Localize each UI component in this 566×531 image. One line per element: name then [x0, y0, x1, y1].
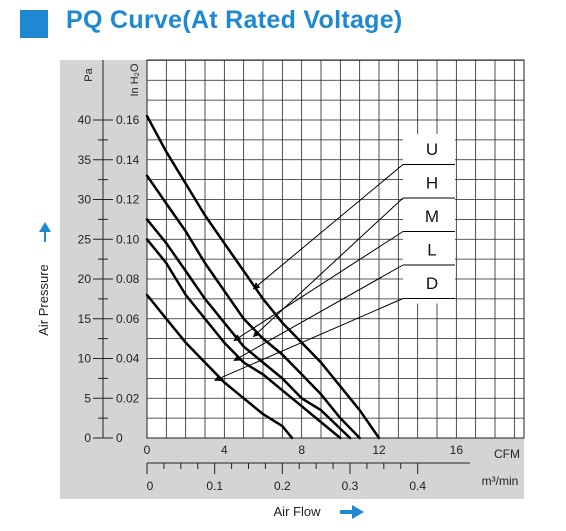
legend-leader-u [252, 164, 404, 290]
y-tick-label: 0 [84, 431, 91, 445]
legend-leader-m [233, 231, 404, 342]
legend-label-m: M [425, 207, 439, 226]
y-secondary-tick-label: 0.14 [116, 153, 140, 167]
y-secondary-tick-label: 0.10 [116, 232, 140, 246]
legend-leader-h [252, 197, 404, 338]
y-secondary-tick-label: 0.16 [116, 113, 140, 127]
series-line-l [145, 238, 342, 440]
plot-area [147, 60, 524, 438]
y-axis-arrow-icon [39, 222, 51, 242]
x-unit-label: CFM [494, 447, 520, 461]
x-secondary-tick-label: 0.2 [274, 479, 291, 493]
series-line-u [145, 114, 381, 440]
y-secondary-tick-label: 0.08 [116, 272, 140, 286]
y-secondary-tick-label: 0.02 [116, 391, 140, 405]
y-tick-label: 30 [78, 193, 92, 207]
legend-leader-l [233, 264, 404, 361]
x-tick-label: 16 [450, 443, 464, 457]
chart-frame-background [60, 60, 524, 499]
x-secondary-tick-label: 0.3 [342, 479, 359, 493]
y-tick-label: 5 [84, 391, 91, 405]
x-axis-title: Air Flow [274, 504, 322, 519]
y-secondary-tick-label: 0.06 [116, 312, 140, 326]
y-tick-label: 25 [78, 232, 92, 246]
y-tick-label: 35 [78, 153, 92, 167]
legend-label-d: D [426, 274, 438, 293]
y-axis-title: Air Pressure [36, 264, 51, 336]
x-tick-label: 12 [372, 443, 386, 457]
chart-title: PQ Curve(At Rated Voltage) [66, 6, 403, 34]
legend-leader-d [214, 298, 404, 382]
series-line-d [145, 293, 294, 440]
x-secondary-tick-label: 0 [147, 479, 154, 493]
series-line-m [145, 218, 352, 440]
legend-box [403, 134, 455, 304]
x-secondary-tick-label: 0.4 [409, 479, 426, 493]
x-secondary-tick-label: 0.1 [206, 479, 223, 493]
legend-label-h: H [426, 174, 438, 193]
heading-square-icon [20, 10, 48, 38]
y-tick-label: 15 [78, 312, 92, 326]
legend-label-l: L [427, 241, 436, 260]
legend-label-u: U [426, 140, 438, 159]
x-tick-label: 0 [144, 443, 151, 457]
y-tick-label: 20 [78, 272, 92, 286]
x-tick-label: 4 [221, 443, 228, 457]
y-secondary-tick-label: 0.04 [116, 352, 140, 366]
y-secondary-tick-label: 0 [116, 431, 123, 445]
plot-border [146, 59, 525, 439]
x-secondary-unit-label: m³/min [482, 474, 519, 488]
y-secondary-unit-label: In H₂O [129, 63, 141, 96]
x-axis-arrow-icon [340, 505, 364, 519]
y-secondary-tick-label: 0.12 [116, 193, 140, 207]
x-tick-label: 8 [298, 443, 305, 457]
y-unit-label: Pa [83, 67, 95, 81]
y-tick-label: 40 [78, 113, 92, 127]
y-tick-label: 10 [78, 352, 92, 366]
